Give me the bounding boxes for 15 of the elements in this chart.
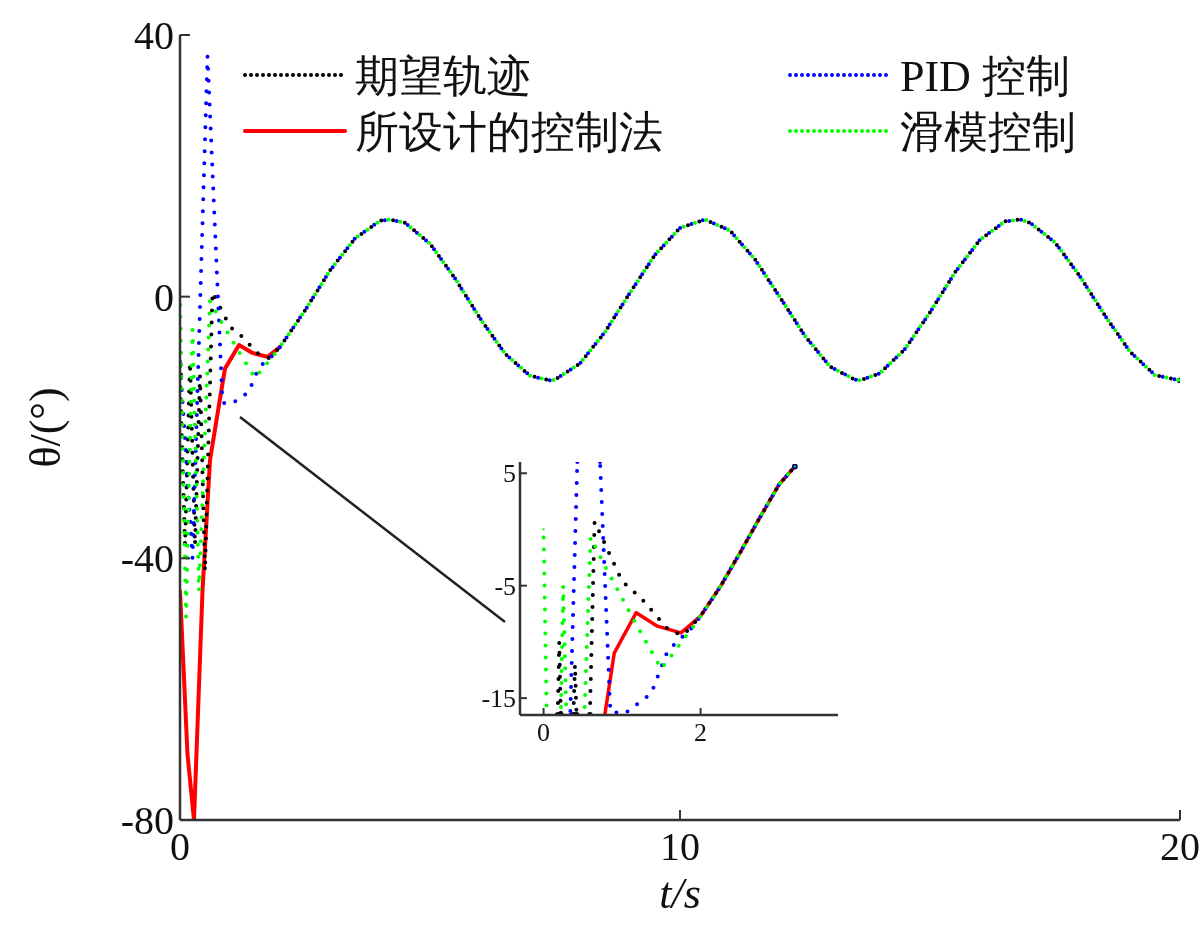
y-tick-label: -40 [120,536,174,582]
y-tick-label: 40 [134,13,174,58]
legend-label: 所设计的控制法 [355,108,663,157]
legend-label: PID 控制 [900,52,1070,101]
x-tick-label: 2 [694,718,708,747]
y-tick-label: 0 [154,274,174,320]
x-tick-label: 10 [660,824,700,869]
legend-label: 滑模控制 [900,108,1076,157]
x-tick-label: 20 [1160,824,1200,869]
x-axis-title: t/s [659,869,701,918]
y-axis-title: θ/(°) [21,387,70,468]
legend-label: 期望轨迹 [355,52,531,101]
y-tick-label: -15 [481,684,517,714]
y-tick-label: 5 [503,459,517,489]
y-tick-label: -5 [494,571,517,601]
